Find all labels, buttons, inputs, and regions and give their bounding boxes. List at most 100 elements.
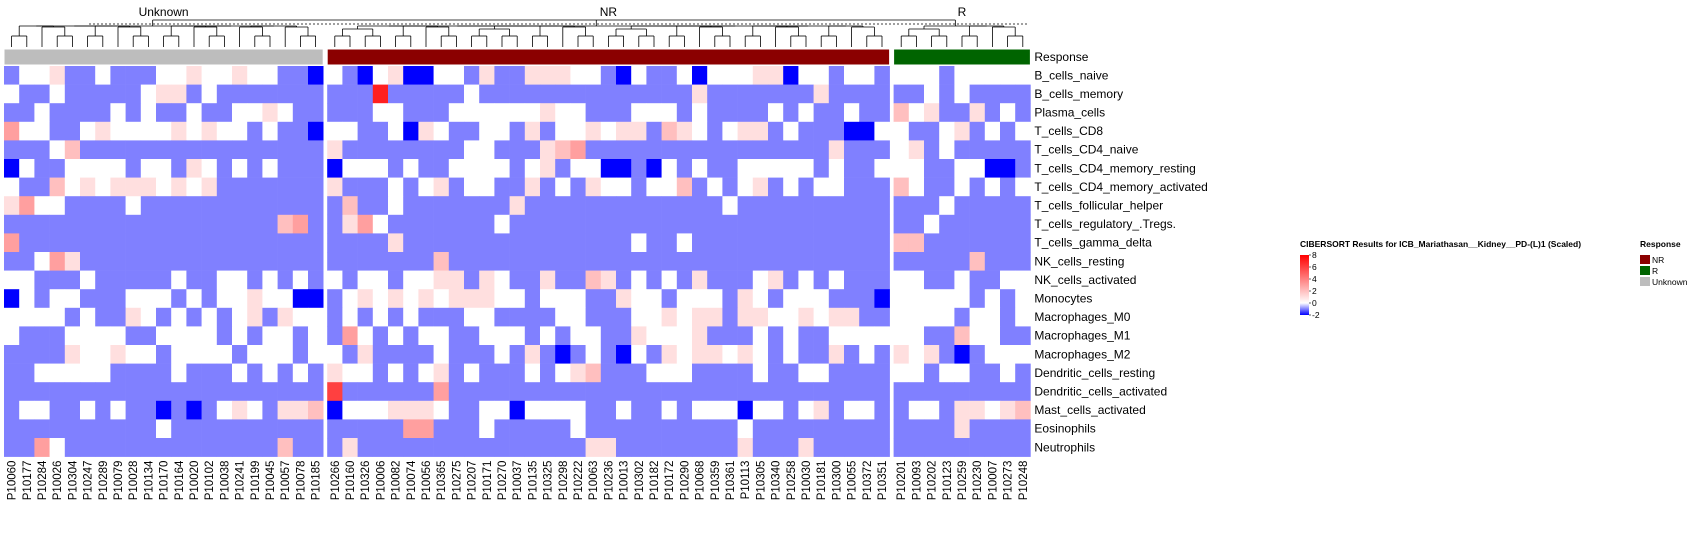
row-label: Dendritic_cells_resting [1034,366,1155,380]
heatmap-cell [1015,400,1031,420]
heatmap-cell [140,84,157,104]
heatmap-cell [737,438,754,457]
heatmap-cell [646,345,662,364]
column-label: P10134 [143,460,155,500]
heatmap-cell [247,419,263,439]
heatmap-cell [479,363,495,383]
heatmap-cell [171,345,187,364]
heatmap-cell [570,103,586,123]
heatmap-cell [216,345,233,364]
heatmap-cell [292,345,309,364]
heatmap-cell [140,177,157,197]
heatmap-cell [308,345,324,364]
heatmap-cell [292,214,309,234]
heatmap-cell [692,382,708,402]
colorbar [1300,255,1309,315]
heatmap-cell [924,140,940,160]
heatmap-cell [327,66,343,85]
heatmap-cell [140,326,157,346]
heatmap-cell [292,307,309,327]
heatmap-cell [954,159,970,178]
heatmap-cell [388,363,404,383]
heatmap-cell [403,400,419,420]
heatmap-cell [524,214,541,234]
heatmap-cell [494,307,510,327]
heatmap-cell [1000,121,1016,141]
heatmap-cell [262,252,278,271]
heatmap-cell [308,326,324,346]
heatmap-cell [631,382,647,402]
heatmap-cell [292,270,309,290]
heatmap-cell [661,84,678,104]
heatmap-cell [707,66,723,85]
heatmap-cell [737,382,754,402]
heatmap-cell [798,140,814,160]
heatmap-cell [859,289,875,309]
heatmap-cell [433,140,450,160]
heatmap-cell [661,233,678,253]
heatmap-cell [509,363,526,383]
heatmap-cell [555,326,571,346]
column-label: P10270 [497,461,509,501]
heatmap-cell [722,84,738,104]
heatmap-cell [494,84,510,104]
heatmap-cell [908,345,925,364]
heatmap-cell [676,270,693,290]
heatmap-cell [277,177,294,197]
heatmap-cell [403,419,419,439]
heatmap-cell [783,66,799,85]
heatmap-cell [464,196,480,216]
heatmap-cell [308,363,324,383]
heatmap-cell [140,214,157,234]
heatmap-cell [49,345,66,364]
heatmap-cell [171,66,187,85]
heatmap-cell [585,363,602,383]
heatmap-cell [631,289,647,309]
heatmap-cell [813,140,830,160]
heatmap-cell [464,345,480,364]
response-annotation-unknown [3,48,324,66]
column-label: P10340 [771,461,783,501]
heatmap-cell [600,438,617,457]
heatmap-cell [616,103,632,123]
heatmap-cell [524,307,541,327]
heatmap-cell [908,140,925,160]
heatmap-cell [247,177,263,197]
heatmap-cell [616,252,632,271]
group-label-r: R [958,5,967,19]
heatmap-cell [600,159,617,178]
heatmap-cell [49,159,66,178]
heatmap-cell [292,121,309,141]
heatmap-cell [171,121,187,141]
heatmap-cell [216,252,233,271]
heatmap-cell [722,419,738,439]
heatmap-cell [80,177,96,197]
heatmap-cell [646,363,662,383]
heatmap-cell [262,270,278,290]
heatmap-cell [80,345,96,364]
heatmap-cell [110,382,126,402]
heatmap-cell [49,252,66,271]
heatmap-cell [388,345,404,364]
heatmap-cell [555,252,571,271]
heatmap-cell [80,382,96,402]
heatmap-cell [19,345,35,364]
heatmap-cell [64,382,81,402]
column-label: P10236 [603,461,615,501]
heatmap-cell [646,121,662,141]
heatmap-cell [388,289,404,309]
heatmap-cell [616,419,632,439]
heatmap-cell [262,214,278,234]
heatmap-cell [277,233,294,253]
heatmap-cell [494,214,510,234]
heatmap-cell [783,419,799,439]
heatmap-cell [125,103,142,123]
heatmap-cell [874,103,890,123]
column-label: P10351 [877,461,889,501]
heatmap-cell [798,419,814,439]
heatmap-cell [49,140,66,160]
heatmap-cell [616,289,632,309]
heatmap-cell [342,177,358,197]
heatmap-cell [783,438,799,457]
heatmap-cell [859,363,875,383]
